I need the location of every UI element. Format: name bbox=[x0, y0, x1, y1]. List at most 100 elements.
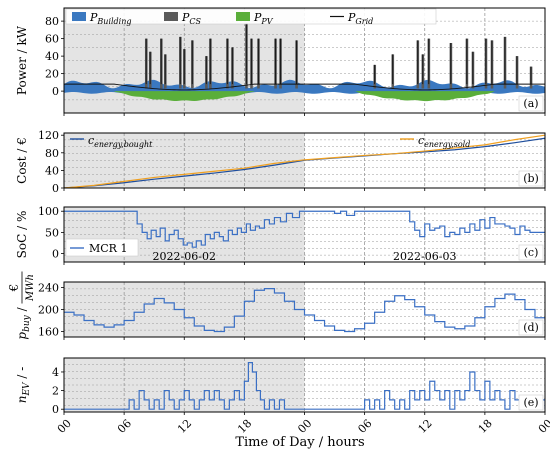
y-axis-label: nEV / - bbox=[15, 367, 32, 404]
panel-tag: (b) bbox=[518, 170, 544, 187]
x-tick-label: 00 bbox=[55, 417, 74, 436]
y-tick-label: 0 bbox=[52, 403, 59, 416]
legend-swatch bbox=[236, 12, 250, 21]
grid-power-line bbox=[64, 83, 545, 91]
panel-tag: (e) bbox=[518, 394, 544, 411]
panel-price: 240 200 160 (d) pbuy / € MWh bbox=[7, 271, 546, 340]
legend-swatch bbox=[164, 12, 178, 21]
legend-item-P_Building: PBuilding bbox=[72, 11, 132, 26]
y-axis-label-text: Cost / € bbox=[15, 137, 29, 184]
y-tick-label: 2 bbox=[52, 385, 59, 398]
legend-item-sold: cenergy,sold bbox=[400, 134, 470, 149]
legend-item-P_CS: PCS bbox=[164, 11, 202, 26]
panel-tag-label: (c) bbox=[524, 246, 539, 259]
y-axis-label: SoC / % bbox=[15, 211, 29, 259]
panel-tag: (a) bbox=[518, 95, 544, 112]
x-tick-label: 18 bbox=[476, 417, 495, 436]
date-label-day1: 2022-06-02 bbox=[153, 250, 216, 263]
y-tick-label: 4 bbox=[52, 366, 59, 379]
y-ticks: 100 50 0 bbox=[38, 205, 64, 261]
y-tick-label: 60 bbox=[45, 33, 59, 46]
panel-nev: 4 2 0 (e) nEV / - bbox=[15, 357, 546, 416]
y-unit-den: MWh bbox=[25, 274, 36, 302]
x-tick-labels: 00 06 12 18 00 06 12 18 00 bbox=[55, 113, 550, 436]
y-tick-label: 200 bbox=[38, 304, 59, 317]
y-tick-label: 40 bbox=[45, 164, 59, 177]
legend-swatch bbox=[72, 12, 86, 21]
series-p_buy bbox=[64, 288, 545, 333]
legend-label: cenergy,sold bbox=[418, 134, 470, 149]
x-tick-label: 00 bbox=[536, 417, 550, 436]
panel-tag-label: (e) bbox=[523, 396, 538, 409]
panel-power: PBuilding PCS PPV PGrid 80 60 40 20 0 (a) Power / … bbox=[15, 7, 546, 114]
y-ticks: 240 200 160 bbox=[38, 282, 64, 339]
y-tick-label: 40 bbox=[45, 50, 59, 63]
panel-tag-box bbox=[518, 95, 544, 112]
x-axis-label: Time of Day / hours bbox=[235, 435, 364, 450]
panel-tag-box bbox=[518, 170, 544, 187]
y-tick-label: 50 bbox=[45, 226, 59, 239]
x-tick-label: 00 bbox=[295, 417, 314, 436]
panel-tag-label: (b) bbox=[523, 172, 539, 185]
legend-label: PPV bbox=[253, 11, 274, 26]
legend: cenergy,bought cenergy,sold bbox=[70, 134, 470, 149]
plot-area bbox=[64, 22, 545, 102]
legend-label: cenergy,bought bbox=[88, 134, 153, 149]
legend-box bbox=[65, 238, 139, 257]
y-axis-label-text: SoC / % bbox=[15, 211, 29, 259]
x-tick-label: 18 bbox=[235, 417, 254, 436]
y-tick-label: 80 bbox=[45, 147, 59, 160]
y-tick-label: 160 bbox=[38, 326, 59, 339]
legend-box bbox=[65, 8, 437, 25]
y-axis-label-text: pbuy / bbox=[15, 306, 32, 339]
x-tick-label: 06 bbox=[355, 417, 374, 436]
series-n_EV bbox=[64, 362, 545, 410]
panel-soc: MCR 1 2022-06-02 2022-06-03 100 50 0 (c) SoC / … bbox=[15, 205, 546, 263]
legend-item-P_PV: PPV bbox=[236, 11, 274, 26]
legend-label: PCS bbox=[181, 11, 202, 26]
x-axis: 00 06 12 18 00 06 12 18 00 Time of Day / hours bbox=[55, 113, 550, 450]
panel-tag-label: (a) bbox=[523, 97, 538, 110]
y-axis-label-text: Power / kW bbox=[15, 25, 29, 95]
panel-tag-box bbox=[518, 394, 544, 411]
legend-label: PGrid bbox=[347, 11, 373, 26]
plot-area bbox=[64, 210, 545, 248]
y-ticks: 80 60 40 20 0 bbox=[45, 15, 64, 98]
panel-cost: cenergy,bought cenergy,sold 120 80 40 0 (b) Cos… bbox=[15, 129, 546, 195]
y-ticks: 120 80 40 0 bbox=[38, 129, 64, 195]
y-axis-label: Cost / € bbox=[15, 137, 29, 184]
y-tick-label: 100 bbox=[38, 205, 59, 218]
x-tick-label: 06 bbox=[115, 417, 134, 436]
date-label-day2: 2022-06-03 bbox=[393, 250, 456, 263]
panel-tag-label: (d) bbox=[523, 321, 539, 334]
y-tick-label: 120 bbox=[38, 129, 59, 142]
y-tick-label: 20 bbox=[45, 68, 59, 81]
plot-area bbox=[64, 134, 545, 188]
panel-tag: (d) bbox=[518, 319, 544, 336]
pv-area bbox=[354, 90, 495, 102]
legend: MCR 1 bbox=[65, 238, 139, 257]
series-MCR 1 bbox=[64, 210, 545, 248]
legend: PBuilding PCS PPV PGrid bbox=[65, 8, 437, 26]
y-axis-label: pbuy / € MWh bbox=[7, 271, 36, 340]
y-tick-label: 80 bbox=[45, 15, 59, 28]
x-tick-label: 12 bbox=[175, 417, 194, 436]
panel-tag: (c) bbox=[518, 244, 544, 261]
panel-tag-box bbox=[518, 244, 544, 261]
plot-area bbox=[64, 362, 545, 410]
plot-area bbox=[64, 288, 545, 333]
grid bbox=[64, 207, 545, 262]
pv-area bbox=[114, 91, 255, 101]
series-c_energy,sold bbox=[64, 134, 545, 188]
y-unit-num: € bbox=[7, 284, 21, 293]
legend-label: PBuilding bbox=[89, 11, 132, 26]
y-axis-label: Power / kW bbox=[15, 25, 29, 95]
y-tick-label: 0 bbox=[52, 182, 59, 195]
y-tick-label: 240 bbox=[38, 282, 59, 295]
legend-item-bought: cenergy,bought bbox=[70, 134, 153, 149]
x-tick-label: 12 bbox=[416, 417, 435, 436]
panel-tag-box bbox=[518, 319, 544, 336]
legend-item-P_Grid: PGrid bbox=[330, 11, 373, 26]
